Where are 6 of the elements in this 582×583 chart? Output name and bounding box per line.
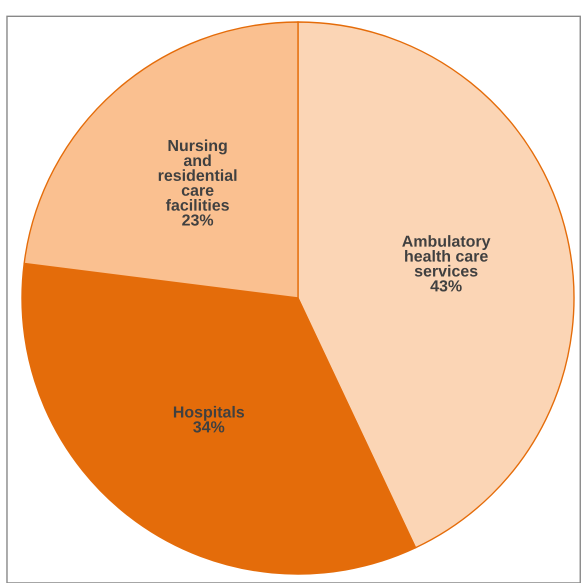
data-label: 23% (182, 214, 214, 226)
slice-label: Hospitals (174, 406, 244, 421)
data-label: 34% (193, 421, 224, 433)
data-label: 43% (430, 280, 462, 292)
slice-label: Ambulatory health care services (402, 235, 490, 277)
slice-label: Nursing and residential care facilities (158, 139, 236, 211)
